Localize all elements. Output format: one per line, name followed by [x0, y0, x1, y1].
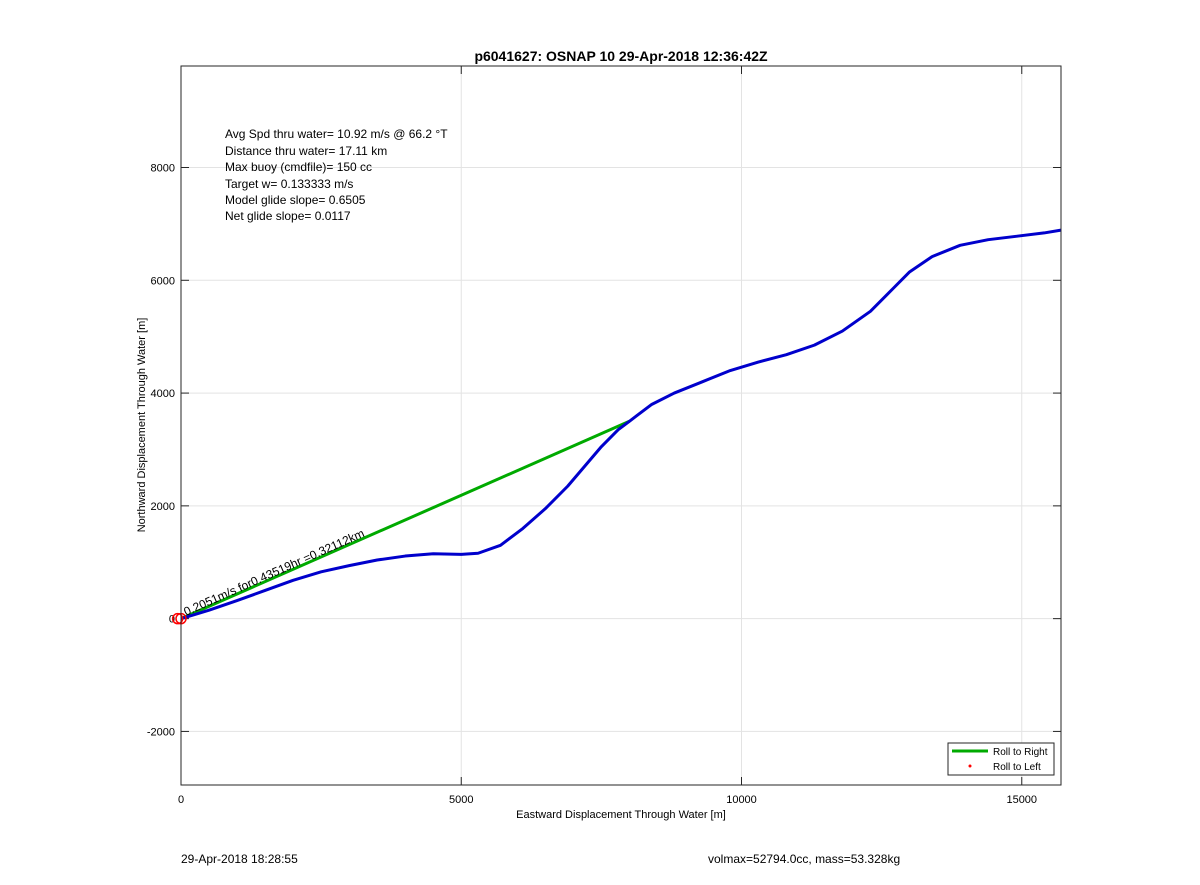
info-line: Avg Spd thru water= 10.92 m/s @ 66.2 °T — [225, 127, 448, 141]
grid — [180, 66, 1061, 785]
series-track-1 — [180, 228, 1062, 621]
y-tick-label: 6000 — [151, 275, 175, 287]
footer-vol-mass: volmax=52794.0cc, mass=53.328kg — [708, 852, 901, 866]
x-tick-label: 10000 — [726, 794, 757, 806]
info-line: Target w= 0.133333 m/s — [225, 177, 353, 191]
footer-timestamp: 29-Apr-2018 18:28:55 — [181, 852, 298, 866]
legend-label-roll-right: Roll to Right — [993, 747, 1048, 758]
legend-label-roll-left: Roll to Left — [993, 762, 1041, 773]
y-tick-label: 4000 — [151, 388, 175, 400]
y-tick-label: 8000 — [151, 163, 175, 175]
ticks: 0 5000 10000 15000 -2000 0 2000 4000 6000 8000 — [147, 66, 1061, 806]
marker-circle — [171, 612, 184, 625]
info-line: Model glide slope= 0.6505 — [225, 193, 366, 207]
legend-dot-roll-left — [968, 764, 972, 768]
x-tick-label: 15000 — [1006, 794, 1037, 806]
legend-box — [947, 742, 1055, 776]
series-layer — [171, 228, 1062, 625]
series-roll-to-right — [180, 419, 631, 621]
legend: Roll to Right Roll to Left — [947, 742, 1055, 776]
x-tick-label: 0 — [178, 794, 184, 806]
y-tick-label: 2000 — [151, 501, 175, 513]
x-tick-label: 5000 — [449, 794, 473, 806]
info-line: Net glide slope= 0.0117 — [225, 209, 351, 223]
chart: 0 5000 10000 15000 -2000 0 2000 4000 6000 8000 p6… — [136, 48, 1062, 821]
y-tick-label: 0 — [169, 614, 175, 626]
y-axis-label: Northward Displacement Through Water [m] — [136, 318, 148, 533]
plot-frame — [180, 65, 1062, 786]
info-line: Distance thru water= 17.11 km — [225, 144, 387, 158]
chart-title: p6041627: OSNAP 10 29-Apr-2018 12:36:42Z — [474, 48, 768, 64]
info-line: Max buoy (cmdfile)= 150 cc — [225, 160, 372, 174]
info-text-block: Avg Spd thru water= 10.92 m/s @ 66.2 °T … — [225, 127, 448, 223]
x-axis-label: Eastward Displacement Through Water [m] — [516, 809, 726, 821]
y-tick-label: -2000 — [147, 726, 175, 738]
